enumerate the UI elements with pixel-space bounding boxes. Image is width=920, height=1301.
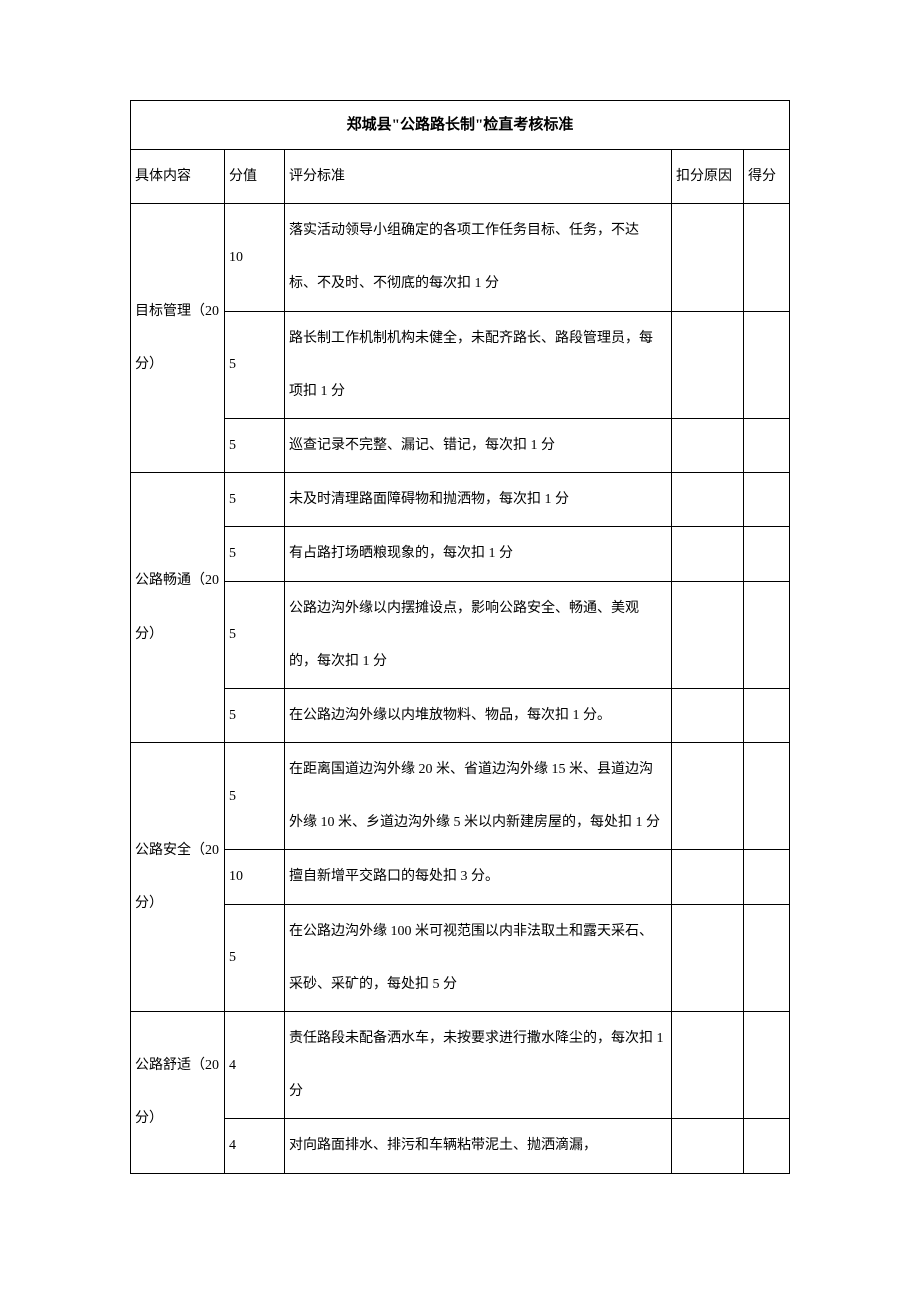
criteria-cell: 公路边沟外缘以内摆摊设点，影响公路安全、畅通、美观的，每次扣 1 分 — [285, 581, 672, 688]
gotscore-cell — [743, 1119, 789, 1173]
score-cell: 10 — [225, 850, 285, 904]
reason-cell — [671, 311, 743, 418]
category-cell: 公路舒适（20分） — [131, 1012, 225, 1174]
criteria-cell: 在公路边沟外缘以内堆放物料、物品，每次扣 1 分。 — [285, 688, 672, 742]
table-title: 郑城县"公路路长制"检直考核标准 — [131, 101, 790, 150]
score-cell: 5 — [225, 904, 285, 1011]
reason-cell — [671, 581, 743, 688]
score-cell: 10 — [225, 204, 285, 311]
score-cell: 5 — [225, 581, 285, 688]
header-score: 分值 — [225, 150, 285, 204]
gotscore-cell — [743, 581, 789, 688]
criteria-cell: 在公路边沟外缘 100 米可视范围以内非法取土和露天采石、采砂、采矿的，每处扣 … — [285, 904, 672, 1011]
reason-cell — [671, 904, 743, 1011]
criteria-cell: 有占路打场晒粮现象的，每次扣 1 分 — [285, 527, 672, 581]
gotscore-cell — [743, 418, 789, 472]
score-cell: 4 — [225, 1119, 285, 1173]
criteria-cell: 对向路面排水、排污和车辆粘带泥土、抛洒滴漏， — [285, 1119, 672, 1173]
score-cell: 5 — [225, 473, 285, 527]
reason-cell — [671, 850, 743, 904]
header-category: 具体内容 — [131, 150, 225, 204]
category-cell: 目标管理（20分） — [131, 204, 225, 473]
reason-cell — [671, 1119, 743, 1173]
score-cell: 4 — [225, 1012, 285, 1119]
header-criteria: 评分标准 — [285, 150, 672, 204]
reason-cell — [671, 688, 743, 742]
criteria-cell: 路长制工作机制机构未健全，未配齐路长、路段管理员，每项扣 1 分 — [285, 311, 672, 418]
reason-cell — [671, 473, 743, 527]
gotscore-cell — [743, 850, 789, 904]
gotscore-cell — [743, 688, 789, 742]
score-cell: 5 — [225, 688, 285, 742]
criteria-cell: 责任路段未配备洒水车，未按要求进行撒水降尘的，每次扣 1 分 — [285, 1012, 672, 1119]
reason-cell — [671, 418, 743, 472]
criteria-cell: 未及时清理路面障碍物和抛洒物，每次扣 1 分 — [285, 473, 672, 527]
reason-cell — [671, 1012, 743, 1119]
criteria-cell: 在距离国道边沟外缘 20 米、省道边沟外缘 15 米、县道边沟外缘 10 米、乡… — [285, 743, 672, 850]
criteria-cell: 巡查记录不完整、漏记、错记，每次扣 1 分 — [285, 418, 672, 472]
score-cell: 5 — [225, 527, 285, 581]
score-cell: 5 — [225, 311, 285, 418]
header-reason: 扣分原因 — [671, 150, 743, 204]
category-cell: 公路畅通（20分） — [131, 473, 225, 743]
reason-cell — [671, 527, 743, 581]
criteria-cell: 擅自新增平交路口的每处扣 3 分。 — [285, 850, 672, 904]
reason-cell — [671, 204, 743, 311]
gotscore-cell — [743, 473, 789, 527]
assessment-table: 郑城县"公路路长制"检直考核标准具体内容分值评分标准扣分原因得分目标管理（20分… — [130, 100, 790, 1174]
gotscore-cell — [743, 204, 789, 311]
reason-cell — [671, 743, 743, 850]
score-cell: 5 — [225, 743, 285, 850]
gotscore-cell — [743, 743, 789, 850]
category-cell: 公路安全（20分） — [131, 743, 225, 1012]
score-cell: 5 — [225, 418, 285, 472]
gotscore-cell — [743, 311, 789, 418]
gotscore-cell — [743, 527, 789, 581]
header-gotscore: 得分 — [743, 150, 789, 204]
criteria-cell: 落实活动领导小组确定的各项工作任务目标、任务，不达标、不及时、不彻底的每次扣 1… — [285, 204, 672, 311]
gotscore-cell — [743, 1012, 789, 1119]
gotscore-cell — [743, 904, 789, 1011]
